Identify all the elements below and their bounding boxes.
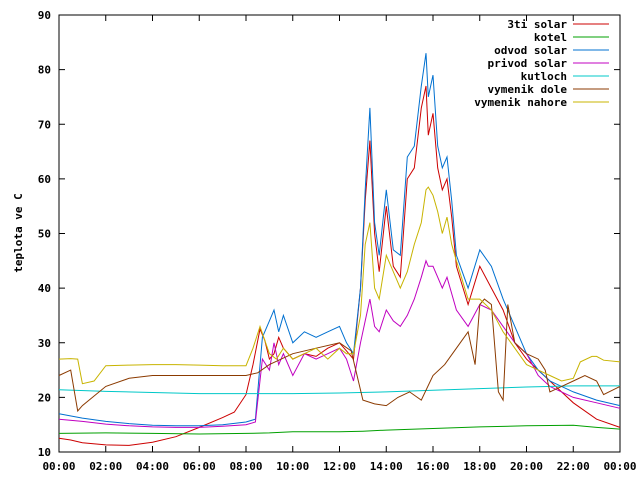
- legend-label-privod-solar: privod solar: [488, 57, 568, 70]
- series-line-kotel: [58, 424, 621, 435]
- x-tick-label: 22:00: [557, 460, 590, 473]
- y-tick-label: 30: [38, 337, 51, 350]
- x-tick-label: 18:00: [463, 460, 496, 473]
- axis-ticks: [58, 14, 621, 453]
- x-tick-label: 10:00: [276, 460, 309, 473]
- x-tick-label: 06:00: [183, 460, 216, 473]
- y-tick-label: 50: [38, 228, 51, 241]
- x-tick-label: 20:00: [510, 460, 543, 473]
- y-tick-label: 70: [38, 118, 51, 131]
- x-tick-label: 14:00: [370, 460, 403, 473]
- x-tick-label: 00:00: [603, 460, 636, 473]
- x-tick-label: 00:00: [42, 460, 75, 473]
- y-tick-label: 80: [38, 64, 51, 77]
- series-lines: [58, 53, 621, 446]
- x-tick-label: 12:00: [323, 460, 356, 473]
- y-axis-title: teplota ve C: [12, 193, 25, 272]
- series-line-kutloch: [58, 385, 620, 395]
- x-tick-label: 16:00: [416, 460, 449, 473]
- y-tick-labels: 10 20 30 40 50 60 70 80 90: [38, 9, 51, 459]
- series-line-vymenik-nahore: [58, 186, 621, 385]
- legend-label-vymenik-dole: vymenik dole: [488, 83, 568, 96]
- series-line-3ti-solar: [58, 85, 621, 446]
- x-tick-labels: 00:00 02:00 04:00 06:00 08:00 10:00 12:00 14:00…: [42, 460, 636, 473]
- y-tick-label: 60: [38, 173, 51, 186]
- legend-label-3ti-solar: 3ti solar: [507, 18, 567, 31]
- legend-label-kutloch: kutloch: [521, 70, 567, 83]
- y-tick-label: 10: [38, 446, 51, 459]
- series-line-odvod-solar: [58, 53, 621, 427]
- y-tick-label: 90: [38, 9, 51, 22]
- legend-label-odvod-solar: odvod solar: [494, 44, 567, 57]
- legend-label-kotel: kotel: [534, 31, 567, 44]
- x-tick-label: 04:00: [136, 460, 169, 473]
- x-tick-label: 08:00: [229, 460, 262, 473]
- legend-label-vymenik-nahore: vymenik nahore: [474, 96, 567, 109]
- x-tick-label: 02:00: [89, 460, 122, 473]
- y-tick-label: 20: [38, 391, 51, 404]
- series-line-privod-solar: [58, 259, 621, 428]
- series-line-vymenik-dole: [58, 298, 621, 413]
- y-tick-label: 40: [38, 282, 51, 295]
